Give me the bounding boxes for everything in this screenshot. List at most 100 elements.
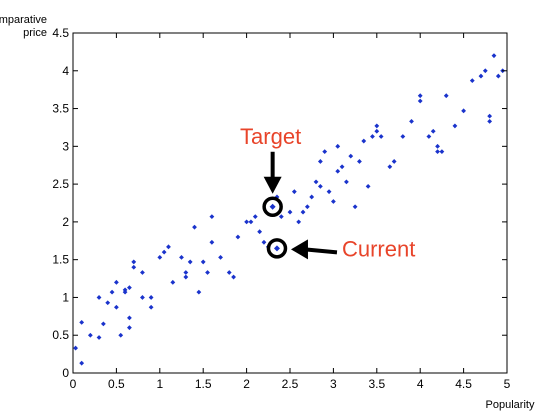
data-point <box>348 153 354 159</box>
data-point <box>361 138 367 144</box>
current-point <box>273 245 280 252</box>
data-point <box>114 279 119 285</box>
axis-ticks: 0 0.5 1 1.5 2 2.5 3 3.5 4 4.5 5 0 0.5 1 1.5 2 2.5 3 3.5 4 4.… <box>52 26 510 391</box>
data-points <box>73 53 506 366</box>
data-point <box>426 134 432 139</box>
data-point <box>344 179 349 185</box>
data-point <box>109 289 115 295</box>
data-point <box>365 183 371 189</box>
data-point <box>439 149 445 155</box>
current-label: Current <box>342 236 415 261</box>
data-point <box>192 224 197 230</box>
data-point <box>417 98 423 104</box>
target-label: Target <box>240 124 301 149</box>
x-tick-label: 3 <box>330 377 337 391</box>
data-point <box>114 304 119 310</box>
y-tick-label: 2 <box>62 215 69 229</box>
data-point <box>205 270 210 275</box>
y-tick-label: 1 <box>62 290 69 304</box>
current-ring <box>266 238 288 259</box>
data-point <box>317 183 323 189</box>
y-tick-label: 1.5 <box>52 253 69 267</box>
data-point <box>291 189 297 195</box>
data-point <box>96 295 102 300</box>
data-point <box>313 179 319 185</box>
y-tick-label: 0.5 <box>52 328 69 342</box>
x-tick-label: 0 <box>70 377 77 391</box>
data-point <box>370 134 375 139</box>
y-tick-label: 2.5 <box>52 177 69 191</box>
target-point <box>269 203 276 210</box>
data-point <box>331 199 336 204</box>
data-point <box>296 219 302 225</box>
current-arrow-head <box>290 239 308 260</box>
y-tick-label: 4 <box>62 64 69 78</box>
current-arrow-shaft <box>304 247 338 255</box>
data-point <box>261 239 267 245</box>
data-point <box>105 300 111 306</box>
data-point <box>157 255 163 260</box>
data-point <box>478 73 484 79</box>
data-point <box>287 209 293 215</box>
data-point <box>131 264 137 270</box>
data-point <box>170 279 176 285</box>
y-axis-title-line1: Comparative <box>0 14 47 26</box>
data-point <box>304 204 310 210</box>
data-point <box>357 159 362 164</box>
data-point <box>122 289 128 295</box>
data-point <box>196 289 202 295</box>
x-tick-label: 2.5 <box>282 377 299 391</box>
data-point <box>79 360 85 366</box>
data-point <box>183 270 189 275</box>
data-point <box>461 108 466 114</box>
data-point <box>257 229 263 235</box>
data-point <box>335 143 341 149</box>
data-point <box>443 93 449 99</box>
data-point <box>482 68 488 74</box>
data-point <box>374 128 380 134</box>
data-point <box>300 209 306 215</box>
data-point <box>352 204 358 210</box>
y-tick-label: 4.5 <box>52 26 69 40</box>
x-tick-label: 3.5 <box>368 377 385 391</box>
data-point <box>161 249 167 255</box>
data-point <box>187 259 193 265</box>
x-tick-label: 4 <box>417 377 424 391</box>
data-point <box>435 143 440 149</box>
y-tick-label: 3 <box>62 139 69 153</box>
data-point <box>183 274 189 280</box>
x-tick-label: 1.5 <box>195 377 212 391</box>
data-point <box>335 168 341 174</box>
data-point <box>73 345 79 351</box>
x-tick-label: 1 <box>156 377 163 391</box>
data-point <box>435 149 440 155</box>
data-point <box>417 93 423 99</box>
y-axis-title-line2: price <box>23 27 47 39</box>
data-point <box>179 255 184 260</box>
data-point <box>231 274 236 280</box>
data-point <box>387 164 393 170</box>
data-point <box>127 285 132 291</box>
data-point <box>491 53 497 59</box>
data-point <box>96 335 102 340</box>
data-point <box>140 270 145 275</box>
x-tick-label: 5 <box>504 377 511 391</box>
data-point <box>326 189 332 195</box>
data-point <box>339 164 345 170</box>
data-point <box>140 295 145 300</box>
data-point <box>487 113 493 119</box>
data-point <box>127 315 132 321</box>
data-point <box>252 214 258 219</box>
data-point <box>248 219 254 225</box>
data-point <box>409 119 414 124</box>
data-point <box>487 119 493 124</box>
data-point <box>309 194 315 200</box>
data-point <box>226 270 232 275</box>
x-axis-title: Popularity <box>486 399 535 411</box>
data-point <box>317 159 323 164</box>
data-point <box>278 214 284 219</box>
data-point <box>430 128 436 134</box>
y-tick-label: 3.5 <box>52 102 69 116</box>
x-tick-label: 0.5 <box>108 377 125 391</box>
data-point <box>400 134 406 139</box>
